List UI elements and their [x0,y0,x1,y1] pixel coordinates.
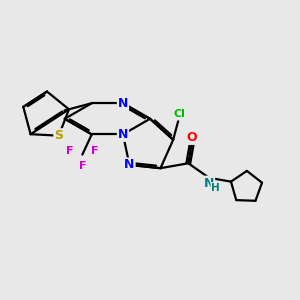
Text: Cl: Cl [174,110,186,119]
Text: O: O [187,131,197,144]
Text: N: N [118,97,128,110]
Text: N: N [118,128,128,141]
Text: F: F [79,161,86,171]
Text: N: N [124,158,135,171]
Text: S: S [54,129,63,142]
Text: N: N [204,177,214,190]
Text: F: F [91,146,99,156]
Text: F: F [66,146,74,156]
Text: H: H [211,183,220,193]
